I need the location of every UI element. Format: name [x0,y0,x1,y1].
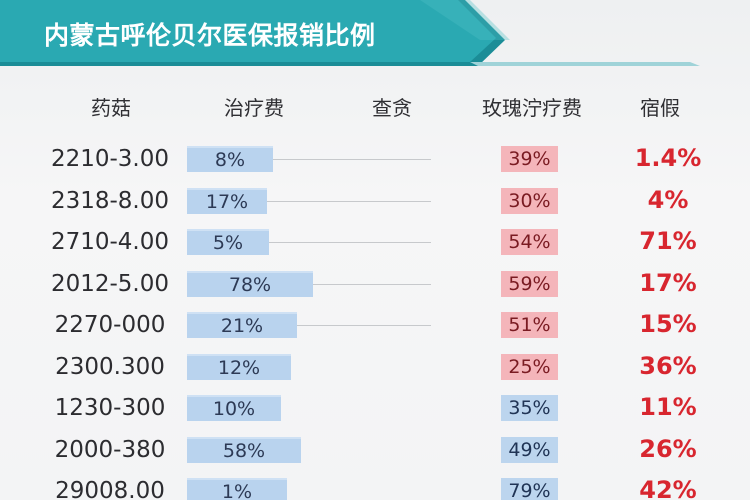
treatment-fee-bar: 12% [187,353,291,380]
treatment-fee-bar: 1% [187,478,287,500]
row-label: 2210-3.00 [50,146,170,172]
title-banner: 内蒙古呼伦贝尔医保报销比例 [0,0,750,70]
rose-fee-badge: 49% [501,436,558,463]
treatment-fee-value: 12% [217,356,261,379]
treatment-fee-bar: 58% [187,436,301,463]
treatment-fee-value: 21% [220,315,264,337]
treatment-fee-value: 17% [205,190,249,213]
treatment-fee-value: 58% [222,439,266,462]
ratio-value: 15% [639,310,697,338]
row-label: 29008.00 [55,478,165,500]
ratio-value: 71% [639,227,697,255]
row-divider-line [269,242,431,243]
rose-fee-badge: 30% [501,187,558,214]
column-header-5: 宿假 [640,96,680,120]
ratio-value: 1.4% [634,144,702,172]
row-label: 2000-380 [54,436,166,463]
treatment-fee-bar: 78% [187,270,313,297]
treatment-fee-bar: 21% [187,312,297,338]
ratio-value: 36% [639,351,697,380]
page-title: 内蒙古呼伦贝尔医保报销比例 [44,21,376,50]
row-label: 2710-4.00 [50,229,170,255]
row-divider-line [313,283,431,285]
ratio-value: 4% [647,185,689,214]
table-row: 2000-380 58% 49% 26% [0,431,750,475]
row-divider-line [267,200,431,202]
table-row: 2318-8.00 17% 30% 4% [0,182,750,226]
rose-fee-badge: 39% [501,146,558,172]
row-label: 2270-000 [54,312,166,338]
banner-shape [0,0,700,66]
column-header-4: 玫瑰泞疗费 [482,96,582,120]
column-header-1: 药菇 [91,96,131,120]
row-divider-line [297,325,431,326]
table-row: 2300.300 12% 25% 36% [0,348,750,392]
rose-fee-badge: 54% [501,229,558,255]
ratio-value: 26% [639,434,697,463]
column-header-2: 治疗费 [224,96,284,120]
row-label: 2012-5.00 [50,270,170,297]
rose-fee-badge: 35% [501,395,558,421]
rose-fee-badge: 59% [501,270,558,297]
table-row: 2270-000 21% 51% 15% [0,306,750,350]
treatment-fee-value: 1% [221,481,253,500]
treatment-fee-value: 10% [212,398,256,420]
rose-fee-badge: 51% [501,312,558,338]
treatment-fee-bar: 5% [187,229,269,255]
table-row: 1230-300 10% 35% 11% [0,389,750,433]
table-row: 29008.00 1% 79% 42% [0,472,750,500]
ratio-value: 11% [639,393,697,421]
treatment-fee-bar: 10% [187,395,281,421]
ratio-value: 42% [639,476,697,500]
row-label: 2318-8.00 [50,187,170,214]
rose-fee-badge: 25% [501,353,558,380]
row-label: 2300.300 [55,353,165,380]
row-label: 1230-300 [54,395,166,421]
row-divider-line [273,159,431,160]
treatment-fee-value: 8% [214,149,246,171]
table-row: 2012-5.00 78% 59% 17% [0,265,750,309]
treatment-fee-bar: 17% [187,187,267,214]
treatment-fee-value: 5% [212,232,244,254]
column-header-3: 查贪 [372,96,412,120]
treatment-fee-value: 78% [228,273,272,296]
table-row: 2210-3.00 8% 39% 1.4% [0,140,750,184]
treatment-fee-bar: 8% [187,146,273,172]
table-row: 2710-4.00 5% 54% 71% [0,223,750,267]
rose-fee-badge: 79% [501,478,558,500]
ratio-value: 17% [639,268,697,297]
